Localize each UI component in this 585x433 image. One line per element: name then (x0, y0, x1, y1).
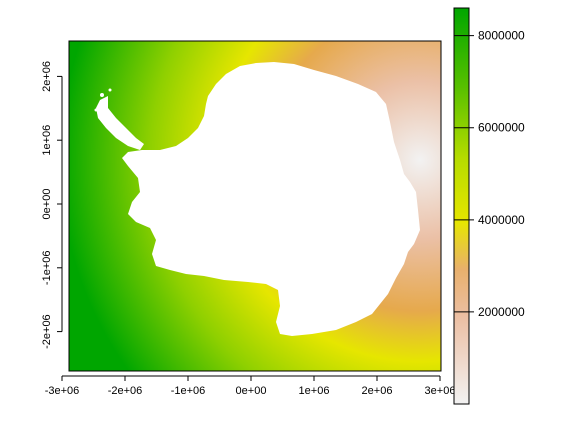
colorbar-tick-label: 8000000 (478, 29, 525, 43)
colorbar-axis: 2000000 4000000 6000000 8000000 (454, 29, 525, 319)
y-tick-label: -2e+06 (41, 314, 53, 349)
antarctica-mask (94, 62, 420, 336)
x-tick-label: 1e+06 (299, 385, 330, 397)
x-tick-label: -3e+06 (45, 385, 80, 397)
y-tick-label: 2e+06 (41, 61, 53, 92)
y-axis: -2e+06 -1e+06 0e+00 1e+06 2e+06 (41, 61, 63, 349)
plot-frame (68, 40, 442, 372)
x-tick-label: 3e+06 (425, 385, 456, 397)
x-tick-label: 0e+00 (236, 385, 267, 397)
colorbar-tick-label: 6000000 (478, 121, 525, 135)
x-tick-label: -1e+06 (171, 385, 206, 397)
y-tick-label: 0e+00 (41, 189, 53, 220)
y-tick-label: -1e+06 (41, 251, 53, 286)
x-tick-label: 2e+06 (362, 385, 393, 397)
y-tick-label: 1e+06 (41, 125, 53, 156)
x-tick-label: -2e+06 (108, 385, 143, 397)
colorbar-tick-label: 4000000 (478, 213, 525, 227)
x-axis: -3e+06 -2e+06 -1e+06 0e+00 1e+06 2e+06 3e+06 (45, 375, 456, 397)
colorbar (453, 7, 470, 405)
colorbar-tick-label: 2000000 (478, 305, 525, 319)
